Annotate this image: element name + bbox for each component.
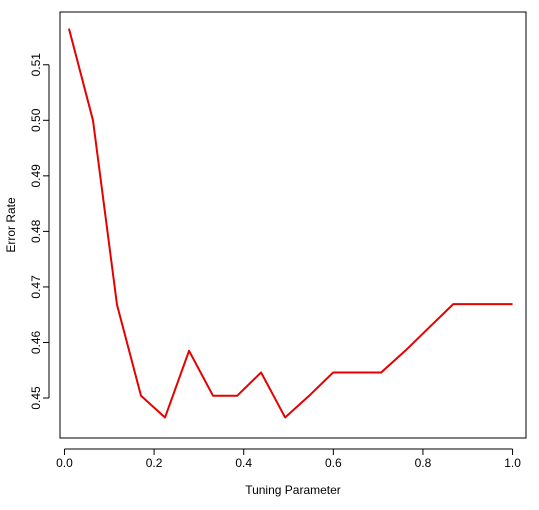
y-axis: 0.45 0.46 0.47 0.48 0.49 0.50 0.51: [29, 53, 50, 410]
x-tick-label: 0.2: [146, 456, 163, 470]
plot-frame: [59, 11, 527, 439]
x-tick-label: 1.0: [504, 456, 521, 470]
x-tick-label: 0.4: [235, 456, 252, 470]
y-tick-label: 0.48: [29, 219, 43, 243]
series-line: [67, 28, 513, 419]
y-tick-label: 0.45: [29, 386, 43, 410]
x-axis-title: Tuning Parameter: [245, 483, 341, 497]
y-tick-label: 0.50: [29, 108, 43, 132]
y-tick-label: 0.46: [29, 330, 43, 354]
series-layer: [67, 28, 513, 419]
y-axis-title: Error Rate: [4, 197, 18, 253]
y-tick-label: 0.51: [29, 53, 43, 77]
x-tick-label: 0.0: [56, 456, 73, 470]
x-axis: 0.0 0.2 0.4 0.6 0.8 1.0: [56, 448, 521, 470]
x-tick-label: 0.8: [415, 456, 432, 470]
x-tick-label: 0.6: [325, 456, 342, 470]
y-tick-label: 0.47: [29, 275, 43, 299]
y-tick-label: 0.49: [29, 164, 43, 188]
